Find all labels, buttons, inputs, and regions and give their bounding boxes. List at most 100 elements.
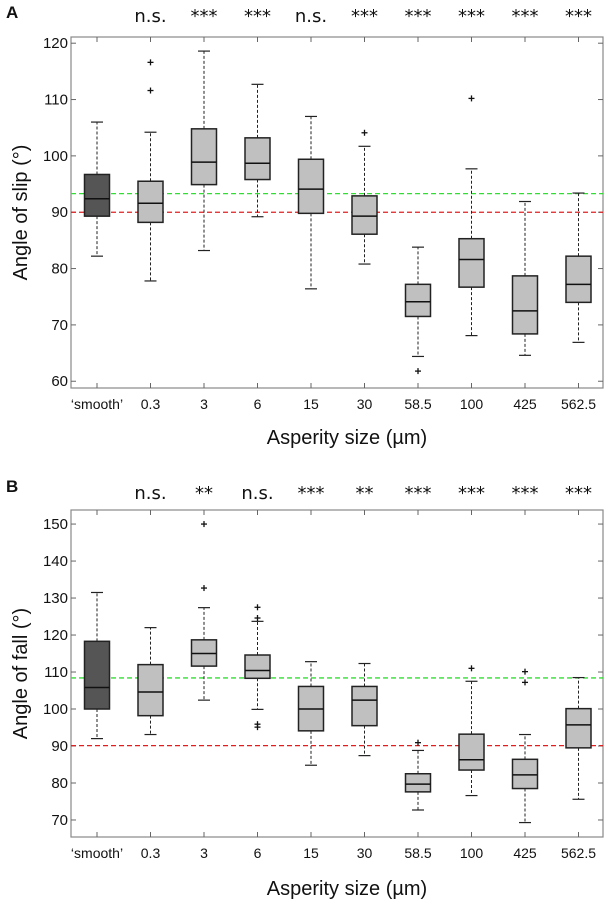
x-tick-label: 30 <box>357 396 373 412</box>
box-iqr <box>511 275 539 335</box>
significance-label: *** <box>405 483 432 504</box>
significance-label: n.s. <box>134 483 166 504</box>
significance-label: ** <box>356 483 374 504</box>
x-tick-label: 3 <box>200 845 208 861</box>
x-tick-label: 58.5 <box>404 845 431 861</box>
box-iqr <box>244 654 271 680</box>
x-tick-label: 100 <box>460 845 484 861</box>
significance-label: *** <box>351 6 378 27</box>
x-tick-label: 0.3 <box>141 845 161 861</box>
panel-b: B 70 80 90 100 110 120 130 140 150 ‘smooth’ 0.3 n.s.… <box>6 477 604 900</box>
y-tick-label: 80 <box>51 261 68 278</box>
x-tick-label: ‘smooth’ <box>71 396 123 412</box>
y-tick-label: 120 <box>43 35 68 52</box>
box-7 <box>458 665 485 797</box>
box-iqr <box>565 255 592 304</box>
box-iqr <box>458 733 485 771</box>
outlier-point <box>201 585 207 592</box>
outlier-point <box>254 604 261 611</box>
significance-label: *** <box>565 6 592 27</box>
box-0 <box>83 591 111 740</box>
box-iqr <box>244 137 271 181</box>
x-tick-label: 15 <box>303 396 319 412</box>
box-iqr <box>137 180 164 224</box>
box-3 <box>244 83 271 218</box>
box-iqr <box>404 283 432 318</box>
box-5 <box>351 662 378 757</box>
outlier-point <box>468 665 475 672</box>
x-tick-label: 6 <box>254 396 262 412</box>
x-axis-label: Asperity size (µm) <box>267 427 427 449</box>
y-tick-label: 150 <box>43 516 68 533</box>
y-tick-label: 140 <box>43 553 68 570</box>
significance-label: *** <box>458 6 485 27</box>
significance-label: ** <box>195 483 213 504</box>
significance-label: *** <box>244 6 271 27</box>
box-6 <box>404 739 432 811</box>
box-1 <box>137 59 164 282</box>
x-tick-label: 0.3 <box>141 396 161 412</box>
significance-label: n.s. <box>241 483 273 504</box>
box-iqr <box>83 173 111 217</box>
box-4 <box>297 661 325 766</box>
y-tick-label: 70 <box>51 317 68 334</box>
significance-label: *** <box>512 483 539 504</box>
x-tick-label: 562.5 <box>561 845 596 861</box>
y-tick-label: 130 <box>43 590 68 607</box>
box-iqr <box>351 195 378 235</box>
y-axis-label: Angle of fall (°) <box>10 608 32 739</box>
x-tick-label: 100 <box>460 396 484 412</box>
x-tick-label: 58.5 <box>404 396 431 412</box>
y-tick-label: 80 <box>51 775 68 792</box>
box-iqr <box>511 758 539 790</box>
box-2 <box>190 521 218 701</box>
y-tick-label: 100 <box>43 701 68 718</box>
x-axis-label: Asperity size (µm) <box>267 878 427 900</box>
box-9 <box>565 676 592 800</box>
box-8 <box>511 200 539 356</box>
significance-label: *** <box>512 6 539 27</box>
panel-label: A <box>6 3 18 22</box>
x-tick-label: 3 <box>200 396 208 412</box>
x-tick-label: ‘smooth’ <box>71 845 123 861</box>
outlier-point <box>147 87 154 94</box>
box-2 <box>190 50 218 252</box>
outlier-point <box>254 615 261 622</box>
box-iqr <box>83 640 111 710</box>
y-tick-label: 110 <box>44 664 68 681</box>
x-tick-label: 15 <box>303 845 319 861</box>
outlier-point <box>415 368 421 375</box>
box-iqr <box>190 128 218 186</box>
y-axis-label: Angle of slip (°) <box>10 145 32 281</box>
outlier-point <box>522 679 528 686</box>
y-tick-label: 60 <box>51 373 68 390</box>
x-tick-label: 30 <box>357 845 373 861</box>
box-7 <box>458 95 485 337</box>
box-1 <box>137 627 164 736</box>
x-tick-label: 425 <box>513 396 537 412</box>
outlier-point <box>361 129 368 136</box>
box-5 <box>351 129 378 265</box>
significance-label: *** <box>191 6 218 27</box>
outlier-point <box>415 739 421 746</box>
y-tick-label: 110 <box>44 92 68 109</box>
panel-label: B <box>6 477 18 496</box>
significance-label: n.s. <box>134 6 166 27</box>
significance-label: *** <box>565 483 592 504</box>
outlier-point <box>468 95 475 102</box>
box-iqr <box>565 707 592 749</box>
y-tick-label: 70 <box>51 812 68 829</box>
box-iqr <box>137 663 164 717</box>
y-tick-label: 100 <box>43 148 68 165</box>
significance-label: n.s. <box>295 6 327 27</box>
box-6 <box>404 246 432 375</box>
box-0 <box>83 121 111 257</box>
box-9 <box>565 192 592 343</box>
y-tick-label: 90 <box>51 738 68 755</box>
outlier-point <box>254 724 261 731</box>
significance-label: *** <box>298 483 325 504</box>
x-tick-label: 562.5 <box>561 396 596 412</box>
box-8 <box>511 668 539 824</box>
box-iqr <box>404 772 432 793</box>
